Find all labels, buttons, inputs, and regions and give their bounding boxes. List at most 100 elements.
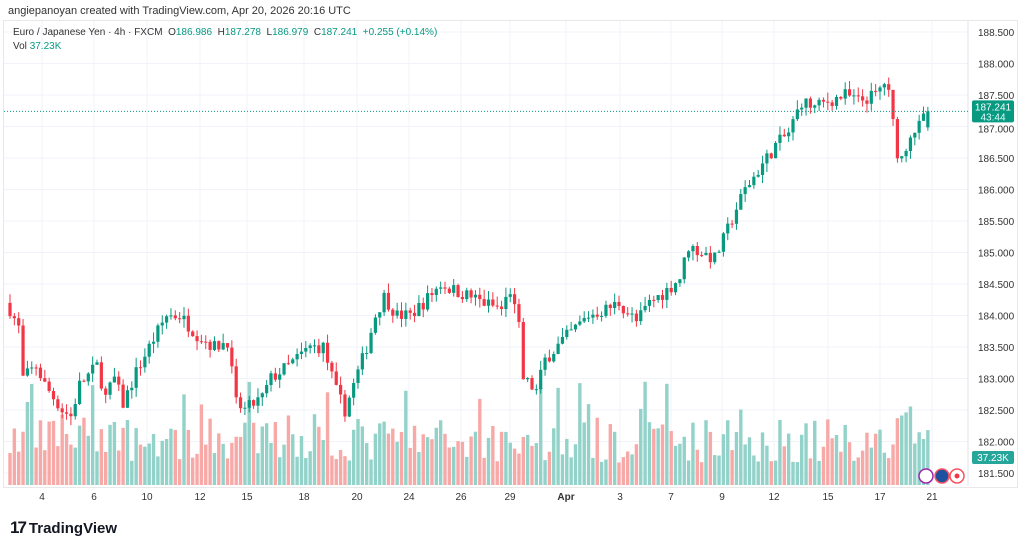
volume-bar (90, 385, 95, 485)
candle-body (778, 134, 782, 143)
candle-body (8, 302, 12, 317)
volume-bar (264, 423, 269, 485)
volume-bar (343, 456, 347, 485)
volume-bar (438, 420, 443, 485)
volume-bar (421, 434, 425, 485)
candle-body (443, 287, 447, 289)
volume-bar (913, 443, 917, 485)
volume-bar (404, 390, 408, 485)
candle-body (199, 341, 203, 343)
candle-body (830, 102, 834, 106)
candle-body (78, 380, 82, 404)
candle-body (900, 156, 904, 159)
candle-body (608, 304, 612, 308)
candle-body (91, 364, 95, 374)
volume-bar (621, 457, 626, 485)
low-label: L (266, 27, 273, 38)
chart-frame[interactable] (3, 20, 1018, 488)
symbol-name[interactable]: Euro / Japanese Yen · 4h · FXCM (13, 27, 163, 38)
x-tick-label: 17 (874, 492, 886, 503)
volume-bar (291, 434, 295, 485)
candle-body (43, 378, 47, 382)
volume-bar (660, 424, 665, 485)
volume-bar (734, 431, 739, 485)
volume-bar (495, 461, 499, 485)
candle-body (504, 296, 508, 309)
volume-bar (195, 453, 199, 485)
volume-bar (743, 444, 747, 485)
candle-body (921, 113, 926, 121)
volume-bar (756, 461, 760, 485)
candle-body (86, 373, 90, 382)
volume-bar (408, 447, 412, 485)
candle-body (760, 163, 765, 175)
candle-body (560, 336, 565, 344)
volume-bar (360, 426, 365, 485)
event-dot-center-icon (954, 473, 960, 479)
candle-body (795, 109, 799, 120)
candle-body (273, 373, 277, 380)
volume-bar (569, 457, 573, 485)
volume-bar (12, 428, 17, 485)
candle-body (843, 89, 847, 99)
x-tick-label: Apr (557, 492, 574, 503)
candle-body (908, 137, 913, 151)
volume-bar (578, 383, 582, 485)
volume-bar (77, 425, 82, 485)
candle-body (739, 194, 743, 210)
candle-body (808, 98, 812, 108)
candle-body (399, 310, 404, 319)
candle-body (260, 393, 264, 398)
volume-bar (173, 429, 177, 485)
candle-body (926, 111, 930, 128)
y-tick-label: 183.000 (978, 375, 1015, 386)
candle-body (530, 377, 534, 390)
candle-body (478, 294, 482, 300)
volume-bar (295, 456, 299, 485)
volume-bar (312, 414, 317, 485)
volume-bar (900, 415, 904, 485)
candle-body (160, 322, 164, 326)
candle-body (556, 343, 560, 355)
volume-bar (821, 446, 826, 485)
candle-body (865, 100, 869, 104)
candle-body (447, 288, 451, 293)
candle-body (913, 132, 917, 138)
volume-bar (887, 458, 891, 485)
volume-bar (25, 401, 30, 485)
volume-bar (130, 460, 134, 485)
volume-bar (878, 429, 882, 485)
chart-credit: angiepanoyan created with TradingView.co… (8, 5, 351, 17)
volume-bar (582, 422, 586, 485)
candle-body (125, 390, 130, 408)
volume-bar (478, 398, 482, 485)
candle-body (421, 303, 425, 310)
volume-bar (108, 424, 112, 485)
volume-bar (565, 438, 569, 485)
tradingview-logo[interactable]: 17 TradingView (10, 518, 117, 538)
volume-bar (334, 459, 338, 485)
volume-bar (169, 428, 173, 485)
volume-bar (895, 418, 900, 485)
volume-bar (304, 457, 308, 485)
candle-body (747, 185, 752, 188)
candle-body (469, 290, 473, 298)
candle-body (774, 142, 778, 159)
volume-bar (151, 434, 156, 485)
volume-bar (212, 453, 217, 485)
candle-body (791, 119, 795, 133)
volume-bar (904, 412, 908, 485)
volume-bar (834, 434, 839, 485)
volume-bar (204, 444, 208, 485)
candle-body (212, 341, 217, 350)
candle-body (64, 412, 69, 414)
volume-bar (325, 392, 330, 485)
volume-bar (112, 421, 117, 485)
y-tick-label: 186.000 (978, 186, 1015, 197)
volume-bar (425, 437, 430, 485)
candle-body (582, 318, 586, 322)
candle-body (321, 342, 325, 354)
candle-body (465, 290, 469, 300)
candle-body (60, 408, 64, 413)
